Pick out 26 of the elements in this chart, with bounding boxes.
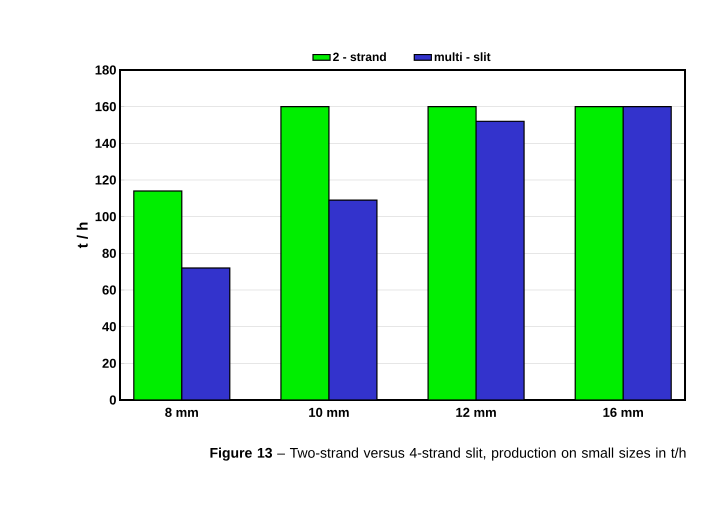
bar	[181, 267, 230, 400]
y-tick-label: 180	[96, 65, 116, 75]
y-tick-label: 20	[102, 358, 116, 368]
x-tick-label: 16 mm	[603, 408, 643, 417]
bar	[427, 106, 477, 400]
x-tick-label: 12 mm	[456, 408, 496, 417]
y-tick-label: 60	[102, 285, 116, 295]
text: Figure 13 – Two-strand versus 4-strand slit, production on small sizes in t/h	[210, 448, 686, 461]
y-tick-label: 100	[96, 212, 116, 222]
y-tick-label: 160	[96, 102, 116, 112]
legend-label: 2 - strand	[333, 52, 386, 62]
bar	[574, 106, 624, 400]
bar	[280, 106, 330, 400]
y-tick-label: 40	[102, 322, 116, 332]
legend-label: multi - slit	[434, 52, 490, 62]
bar	[328, 200, 378, 400]
bar	[475, 120, 525, 400]
x-tick-label: 8 mm	[165, 408, 198, 417]
y-tick-label: 140	[96, 138, 116, 148]
y-tick-label: 80	[102, 248, 116, 258]
bar	[133, 190, 182, 400]
bar	[622, 106, 672, 400]
x-tick-label: 10 mm	[309, 408, 349, 417]
y-axis-title: t / h	[76, 222, 88, 248]
y-tick-label: 120	[96, 175, 116, 185]
y-tick-label: 0	[110, 395, 116, 405]
